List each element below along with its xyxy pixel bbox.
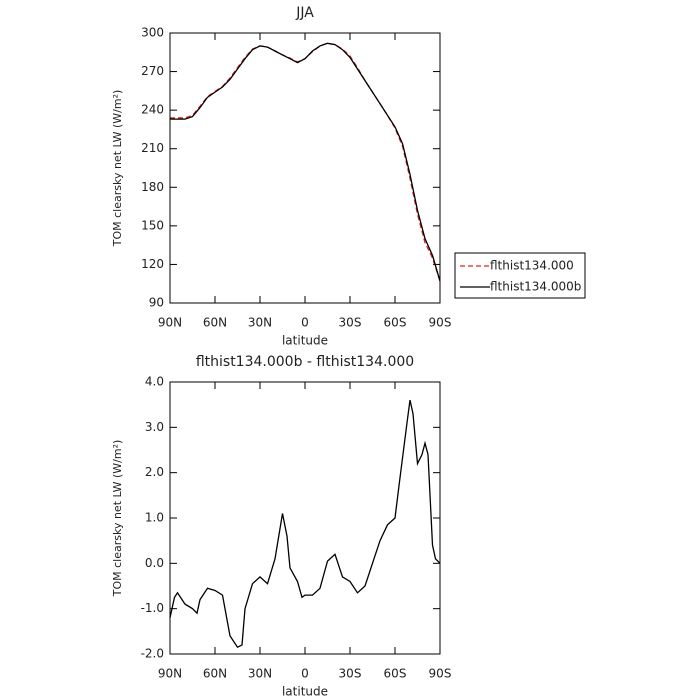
legend-box (454, 252, 586, 299)
y-tick-label: 4.0 (145, 375, 164, 389)
y-tick-label: 180 (141, 180, 164, 194)
y-tick-label: 120 (141, 257, 164, 271)
x-axis-label: latitude (282, 685, 328, 699)
data-line (170, 42, 441, 282)
plot-frame (169, 32, 441, 304)
plot-frame (169, 381, 441, 655)
x-axis-label: latitude (282, 334, 328, 348)
x-tick-label: 60S (384, 316, 407, 330)
x-tick-label: 30S (339, 316, 362, 330)
y-axis-label: TOM clearsky net LW (W/m²) (111, 440, 124, 598)
data-line (170, 42, 441, 282)
x-tick-label: 90S (429, 316, 452, 330)
x-tick-label: 90S (429, 667, 452, 681)
y-tick-label: 210 (141, 141, 164, 155)
y-tick-label: 90 (149, 296, 164, 310)
y-tick-label: -1.0 (141, 601, 164, 615)
y-axis-label: TOM clearsky net LW (W/m²) (111, 90, 124, 248)
y-tick-label: 270 (141, 64, 164, 78)
x-tick-label: 30N (248, 316, 272, 330)
y-tick-label: 150 (141, 218, 164, 232)
x-tick-label: 60N (203, 316, 227, 330)
chart-title: flthist134.000b - flthist134.000 (196, 354, 414, 370)
legend-label: flthist134.000 (490, 259, 574, 273)
y-tick-label: 3.0 (145, 420, 164, 434)
x-tick-label: 30S (339, 667, 362, 681)
legend-label: flthist134.000b (490, 280, 581, 294)
y-tick-label: 0.0 (145, 556, 164, 570)
x-tick-label: 30N (248, 667, 272, 681)
y-tick-label: 2.0 (145, 465, 164, 479)
x-tick-label: 0 (301, 316, 309, 330)
x-tick-label: 0 (301, 667, 309, 681)
data-line (169, 399, 441, 649)
x-tick-label: 60S (384, 667, 407, 681)
y-tick-label: 1.0 (145, 511, 164, 525)
chart-title: JJA (295, 5, 314, 21)
x-tick-label: 90N (158, 316, 182, 330)
x-tick-label: 90N (158, 667, 182, 681)
y-tick-label: 240 (141, 103, 164, 117)
y-tick-label: 300 (141, 26, 164, 40)
x-tick-label: 60N (203, 667, 227, 681)
y-tick-label: -2.0 (141, 647, 164, 661)
